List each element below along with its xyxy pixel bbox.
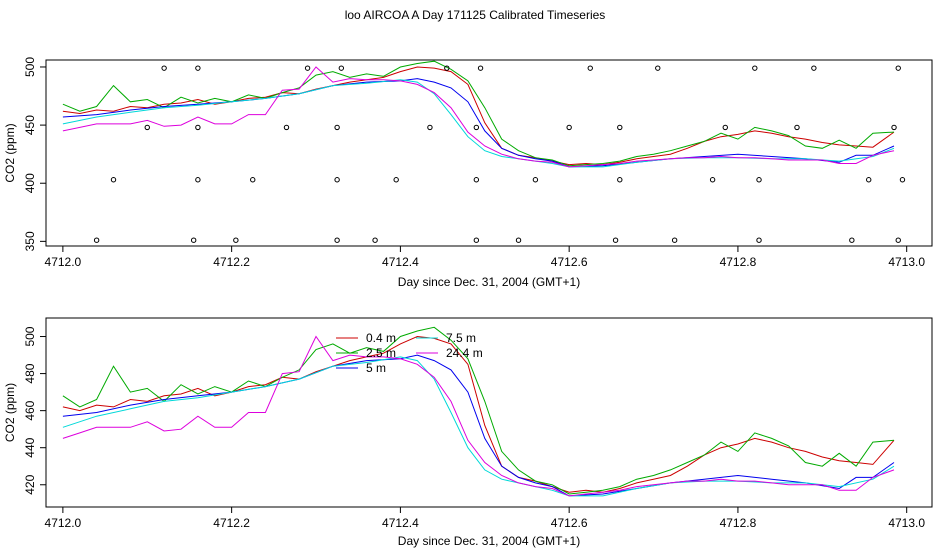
data-point xyxy=(110,177,117,183)
series-line-0-4-m xyxy=(62,335,895,493)
data-point xyxy=(372,237,378,243)
x-tick-label: 4712.8 xyxy=(720,516,757,530)
bottom-panel: 4712.0 4712.2 4712.4 4712.6 4712.8 4713.0 420 4… xyxy=(3,317,933,548)
x-tick-label: 4712.0 xyxy=(45,255,82,269)
series-line-0-4-m xyxy=(62,66,895,166)
y-tick-label: 460 xyxy=(23,400,37,420)
data-point xyxy=(473,177,480,183)
series-line-7-5-m xyxy=(62,356,895,497)
x-tick-label: 4712.2 xyxy=(213,255,250,269)
series-line-7-5-m xyxy=(62,79,895,168)
data-point xyxy=(334,177,340,183)
x-axis-label: Day since Dec. 31, 2004 (GMT+1) xyxy=(398,534,580,548)
data-point xyxy=(427,124,433,131)
legend-label: 2.5 m xyxy=(366,346,396,360)
top-panel: 4712.0 4712.2 4712.4 4712.6 4712.8 4713.0 350 4… xyxy=(3,57,933,289)
series-line-24-4-m xyxy=(62,66,895,168)
data-point xyxy=(866,177,872,183)
data-point xyxy=(794,124,800,131)
y-tick-label: 440 xyxy=(23,437,37,457)
series-group xyxy=(62,60,906,243)
data-point xyxy=(899,177,906,183)
y-tick-label: 420 xyxy=(23,474,37,494)
series-line-5-m xyxy=(62,354,895,497)
data-point xyxy=(849,237,855,243)
x-tick-label: 4712.4 xyxy=(382,255,419,269)
data-point xyxy=(161,65,167,71)
data-point xyxy=(891,124,897,131)
data-point xyxy=(334,237,340,243)
data-point xyxy=(393,177,399,183)
data-point xyxy=(612,237,619,243)
data-point xyxy=(283,124,290,131)
data-point xyxy=(752,65,758,71)
data-point xyxy=(473,124,480,131)
y-tick-label: 450 xyxy=(23,115,37,135)
data-point xyxy=(655,65,661,71)
x-axis-label: Day since Dec. 31, 2004 (GMT+1) xyxy=(398,275,580,289)
plot-frame xyxy=(45,317,933,508)
data-point xyxy=(532,177,539,183)
data-point xyxy=(722,124,728,131)
data-point xyxy=(756,177,762,183)
x-tick-label: 4712.4 xyxy=(382,516,419,530)
data-point xyxy=(304,65,311,71)
series-line-2-5-m xyxy=(62,326,895,495)
data-point xyxy=(190,237,197,243)
data-point xyxy=(338,65,345,71)
y-tick-label: 500 xyxy=(23,326,37,346)
data-point xyxy=(811,65,817,71)
x-tick-label: 4713.0 xyxy=(888,255,925,269)
data-point xyxy=(93,237,100,243)
data-point xyxy=(671,237,678,243)
data-point xyxy=(144,124,150,131)
y-tick-label: 480 xyxy=(23,363,37,383)
y-axis-label: CO2 (ppm) xyxy=(3,383,17,442)
data-point xyxy=(756,237,762,243)
series-group xyxy=(62,326,895,497)
x-tick-label: 4712.2 xyxy=(213,516,250,530)
series-line-5-m xyxy=(62,78,895,168)
data-point xyxy=(566,124,572,131)
x-tick-label: 4712.6 xyxy=(551,516,588,530)
legend-label: 24.4 m xyxy=(446,346,483,360)
x-tick-label: 4712.0 xyxy=(45,516,82,530)
legend-label: 7.5 m xyxy=(446,331,476,345)
data-point xyxy=(515,237,522,243)
data-point xyxy=(444,65,450,71)
data-point xyxy=(617,177,623,183)
series-line-24-4-m xyxy=(62,335,895,497)
data-point xyxy=(195,177,201,183)
data-point xyxy=(709,177,716,183)
x-tick-label: 4712.6 xyxy=(551,255,588,269)
legend-label: 5 m xyxy=(366,361,386,375)
data-point xyxy=(233,237,239,243)
data-point xyxy=(195,124,201,131)
data-point xyxy=(250,177,256,183)
data-point xyxy=(477,65,484,71)
data-point xyxy=(587,65,593,71)
y-axis-label: CO2 (ppm) xyxy=(3,123,17,182)
data-point xyxy=(195,65,201,71)
plot-frame xyxy=(45,59,933,247)
figure-title: loo AIRCOA A Day 171125 Calibrated Times… xyxy=(344,8,606,22)
legend-label: 0.4 m xyxy=(366,331,396,345)
y-tick-label: 400 xyxy=(23,173,37,193)
y-tick-label: 350 xyxy=(23,231,37,251)
x-tick-label: 4712.8 xyxy=(720,255,757,269)
data-point xyxy=(617,124,623,131)
x-tick-label: 4713.0 xyxy=(888,516,925,530)
y-tick-label: 500 xyxy=(23,57,37,77)
data-point xyxy=(895,65,901,71)
data-point xyxy=(473,237,480,243)
data-point xyxy=(334,124,340,131)
data-point xyxy=(895,237,901,243)
series-line-2-5-m xyxy=(62,60,895,167)
